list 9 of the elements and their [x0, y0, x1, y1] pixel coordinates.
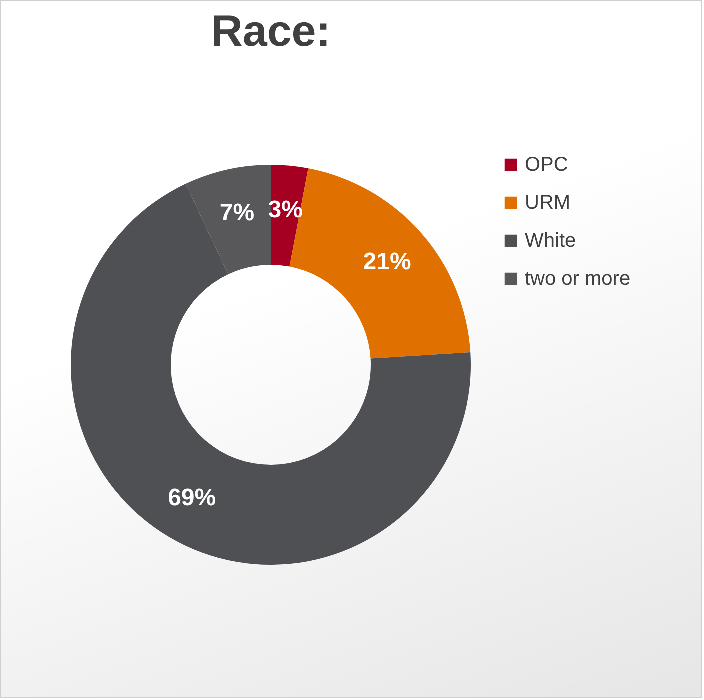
legend-label: OPC [525, 154, 568, 176]
data-label: 69% [168, 484, 216, 512]
legend-label: two or more [525, 268, 631, 290]
data-label: 3% [268, 196, 303, 224]
legend-label: White [525, 230, 576, 252]
data-label: 7% [220, 200, 255, 227]
legend-label: URM [525, 192, 571, 214]
chart-title: Race: [211, 7, 331, 56]
data-label: 21% [363, 248, 412, 276]
